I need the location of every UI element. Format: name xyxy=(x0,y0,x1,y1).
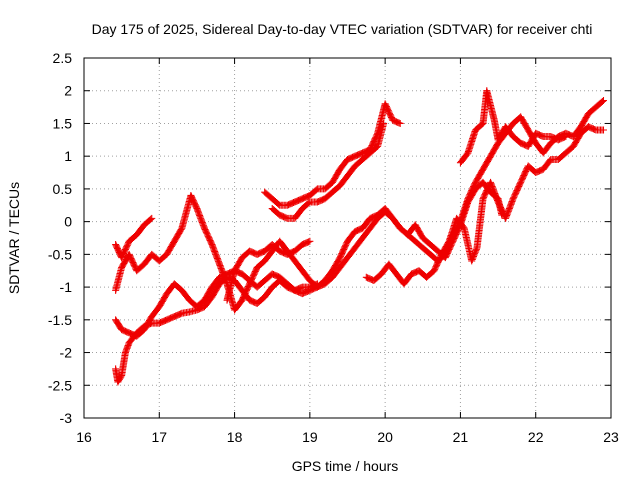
x-tick-labels: 16 17 18 19 20 21 22 23 xyxy=(76,429,619,445)
y-tick-label: 1 xyxy=(64,148,72,164)
data-point xyxy=(468,255,476,263)
y-tick-label: 2.5 xyxy=(53,50,73,66)
series-track-d xyxy=(112,273,321,386)
x-tick-label: 19 xyxy=(302,429,318,445)
chart-title: Day 175 of 2025, Sidereal Day-to-day VTE… xyxy=(92,21,593,37)
data-point xyxy=(306,237,314,245)
data-point xyxy=(148,214,156,222)
x-tick-label: 22 xyxy=(528,429,544,445)
y-tick-labels: -3 -2.5 -2 -1.5 -1 -0.5 0 0.5 1 1.5 2 2.5 xyxy=(48,50,72,426)
data-point xyxy=(469,254,477,262)
data-point xyxy=(472,247,480,255)
data-point xyxy=(471,250,479,258)
x-tick-label: 16 xyxy=(76,429,92,445)
y-tick-label: -3 xyxy=(60,410,73,426)
y-tick-label: 0 xyxy=(64,214,72,230)
data-point xyxy=(470,251,478,259)
y-tick-label: 1.5 xyxy=(53,115,73,131)
x-tick-label: 23 xyxy=(603,429,619,445)
axis-ticks xyxy=(83,57,612,419)
x-tick-label: 18 xyxy=(227,429,243,445)
data-points xyxy=(112,87,607,386)
data-point xyxy=(147,215,155,223)
x-tick-label: 21 xyxy=(453,429,469,445)
data-point xyxy=(469,253,477,261)
x-tick-label: 20 xyxy=(377,429,393,445)
y-tick-label: -1.5 xyxy=(48,312,72,328)
plot-frame xyxy=(83,57,612,419)
x-axis-label: GPS time / hours xyxy=(292,458,399,474)
data-point xyxy=(599,97,607,105)
series-track-h xyxy=(362,123,607,288)
data-point xyxy=(313,280,321,288)
y-tick-label: 2 xyxy=(64,83,72,99)
data-point xyxy=(599,126,607,134)
series-track-i xyxy=(456,87,570,167)
data-point xyxy=(471,248,479,256)
data-point xyxy=(380,119,388,127)
data-point xyxy=(472,245,480,253)
y-axis-label: SDTVAR / TECUs xyxy=(6,182,22,294)
y-tick-label: 0.5 xyxy=(53,181,73,197)
data-point xyxy=(468,257,476,265)
x-tick-label: 17 xyxy=(151,429,167,445)
data-point xyxy=(562,133,570,141)
series-track-g xyxy=(268,119,388,222)
data-point xyxy=(598,97,606,105)
y-tick-label: -2 xyxy=(60,345,73,361)
y-tick-label: -0.5 xyxy=(48,246,72,262)
series-track-e xyxy=(223,237,314,304)
data-point xyxy=(396,119,404,127)
y-tick-label: -1 xyxy=(60,279,73,295)
series-track-a xyxy=(112,214,156,262)
y-tick-label: -2.5 xyxy=(48,377,72,393)
